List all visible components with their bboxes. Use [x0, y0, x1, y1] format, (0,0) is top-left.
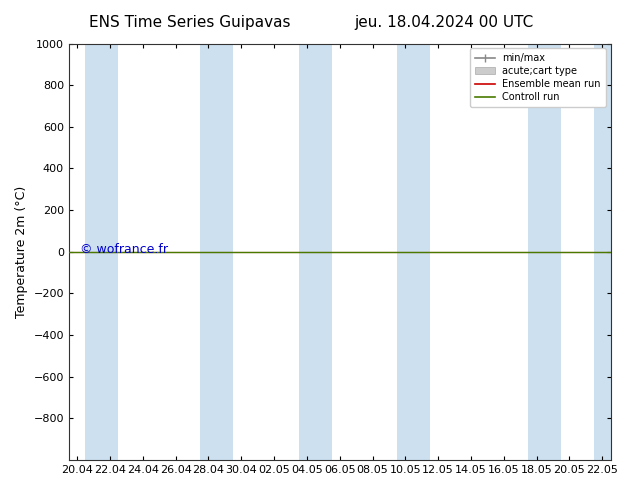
Text: jeu. 18.04.2024 00 UTC: jeu. 18.04.2024 00 UTC — [354, 15, 533, 30]
Bar — [529, 44, 561, 460]
Bar — [200, 44, 233, 460]
Bar — [299, 44, 332, 460]
Bar — [594, 44, 627, 460]
Legend: min/max, acute;cart type, Ensemble mean run, Controll run: min/max, acute;cart type, Ensemble mean … — [470, 49, 605, 107]
Bar — [397, 44, 430, 460]
Bar — [86, 44, 118, 460]
Text: ENS Time Series Guipavas: ENS Time Series Guipavas — [89, 15, 291, 30]
Y-axis label: Temperature 2m (°C): Temperature 2m (°C) — [15, 186, 28, 318]
Text: © wofrance.fr: © wofrance.fr — [80, 243, 168, 256]
